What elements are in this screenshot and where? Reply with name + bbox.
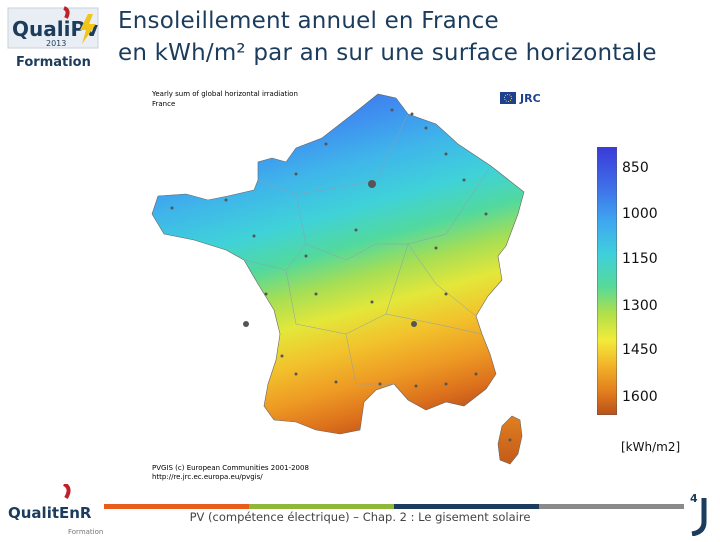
jrc-text: JRC xyxy=(519,92,541,105)
irradiation-map: Yearly sum of global horizontal irradiat… xyxy=(146,84,568,484)
page-badge xyxy=(684,486,718,537)
footer-color-line xyxy=(104,494,684,509)
legend-label-1300: 1300 xyxy=(622,298,658,314)
slide-title-line-2: en kWh/m² par an sur une surface horizon… xyxy=(118,40,657,66)
legend-label-1000: 1000 xyxy=(622,206,658,222)
qualitenr-logo: QualitEnR Formation xyxy=(6,482,104,538)
city-markers xyxy=(170,108,512,442)
map-url: http://re.jrc.ec.europa.eu/pvgis/ xyxy=(152,473,263,481)
legend-label-1150: 1150 xyxy=(622,251,658,267)
slide-title-line-1: Ensoleillement annuel en France xyxy=(118,8,499,34)
qualipv-logo: QualiPv 2013 Formation xyxy=(6,6,102,72)
logo-sub: Formation xyxy=(16,55,91,70)
footer-logo-sub: Formation xyxy=(68,528,103,536)
france-mainland xyxy=(151,93,525,435)
region-borders xyxy=(243,113,492,385)
footer-logo-text: QualitEnR xyxy=(8,504,92,522)
map-copyright: PVGIS (c) European Communities 2001-2008 xyxy=(152,464,309,472)
legend-color-bar xyxy=(596,146,618,416)
map-heading-2: France xyxy=(152,100,175,108)
legend-unit: [kWh/m2] xyxy=(621,440,681,454)
logo-year: 2013 xyxy=(46,39,66,48)
footer-caption: PV (compétence électrique) – Chap. 2 : L… xyxy=(189,510,531,524)
map-heading-1: Yearly sum of global horizontal irradiat… xyxy=(151,90,298,98)
page-number: 4 xyxy=(690,492,698,505)
legend-label-1600: 1600 xyxy=(622,389,658,405)
legend-label-1450: 1450 xyxy=(622,342,658,358)
legend-label-850: 850 xyxy=(622,160,649,176)
jrc-logo: JRC xyxy=(500,90,558,105)
